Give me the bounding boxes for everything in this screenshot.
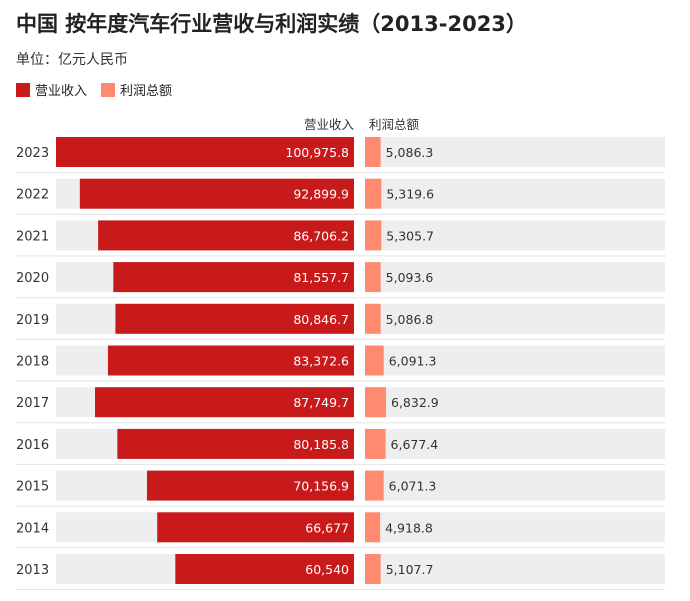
profit-value-2016: 6,677.4 [391,437,439,452]
category-label-2015: 2015 [16,480,49,495]
profit-bar-2015 [365,470,384,501]
category-label-2013: 2013 [16,563,49,578]
column-header-revenue: 营业收入 [304,117,355,132]
profit-bar-2023 [365,137,381,167]
legend-item-revenue: 营业收入 [16,80,87,99]
category-label-2014: 2014 [16,521,49,536]
revenue-value-2016: 80,185.8 [293,437,349,452]
revenue-bar-2023 [56,137,354,167]
profit-track [365,137,665,167]
profit-bar-2013 [365,554,381,584]
revenue-bar-2016 [117,428,354,459]
category-label-2021: 2021 [16,229,49,244]
category-label-2022: 2022 [16,188,49,203]
revenue-value-2023: 100,975.8 [285,145,349,160]
revenue-value-2015: 70,156.9 [293,479,349,494]
profit-value-2017: 6,832.9 [391,395,439,410]
legend-label-profit: 利润总额 [120,84,173,99]
legend-item-profit: 利润总额 [101,80,172,99]
revenue-bar-2022 [79,178,354,209]
chart-title: 中国 按年度汽车行业营收与利润实绩（2013-2023） [16,12,527,36]
revenue-bar-2013 [175,554,354,584]
profit-track [365,387,665,418]
legend-swatch-revenue [16,82,30,97]
profit-value-2013: 5,107.7 [386,562,434,577]
revenue-value-2022: 92,899.9 [293,187,349,202]
column-header-profit: 利润总额 [369,117,420,132]
profit-bar-2018 [365,345,384,376]
profit-bar-2017 [365,387,386,418]
profit-bar-2014 [365,512,381,543]
revenue-bar-2019 [115,303,354,334]
revenue-value-2017: 87,749.7 [293,395,349,410]
profit-track [365,303,665,334]
category-label-2020: 2020 [16,271,49,286]
profit-bar-2021 [365,220,382,251]
profit-track [365,428,665,459]
profit-track [365,178,665,209]
profit-bar-2022 [365,178,382,209]
revenue-bar-2020 [113,262,355,293]
legend: 营业收入 利润总额 [16,80,186,99]
profit-bar-2019 [365,303,381,334]
legend-label-revenue: 营业收入 [35,84,88,99]
unit-label: 单位：亿元人民币 [16,52,128,68]
revenue-bar-2021 [98,220,354,251]
profit-bar-2016 [365,428,386,459]
revenue-value-2013: 60,540 [305,562,349,577]
profit-bar-2020 [365,262,381,293]
profit-value-2015: 6,071.3 [389,479,437,494]
category-label-2023: 2023 [16,146,49,161]
revenue-value-2021: 86,706.2 [293,228,349,243]
revenue-value-2018: 83,372.6 [293,354,349,369]
profit-track [365,262,665,293]
revenue-value-2014: 66,677 [305,520,349,535]
category-label-2016: 2016 [16,438,49,453]
revenue-bar-2015 [146,470,354,501]
profit-track [365,470,665,501]
profit-track [365,345,665,376]
profit-value-2021: 5,305.7 [386,228,434,243]
revenue-value-2019: 80,846.7 [293,312,349,327]
category-label-2019: 2019 [16,313,49,328]
profit-track [365,554,665,584]
revenue-bar-2017 [95,387,354,418]
revenue-value-2020: 81,557.7 [293,270,349,285]
profit-value-2022: 5,319.6 [386,187,434,202]
category-label-2017: 2017 [16,396,49,411]
revenue-bar-2018 [107,345,355,376]
profit-track [365,220,665,251]
revenue-bar-2014 [157,512,354,543]
category-label-2018: 2018 [16,355,49,370]
legend-swatch-profit [101,82,116,97]
profit-track [365,512,665,543]
profit-value-2019: 5,086.8 [386,312,434,327]
profit-value-2023: 5,086.3 [386,145,434,160]
profit-value-2014: 4,918.8 [385,520,433,535]
profit-value-2020: 5,093.6 [386,270,434,285]
profit-value-2018: 6,091.3 [389,354,437,369]
